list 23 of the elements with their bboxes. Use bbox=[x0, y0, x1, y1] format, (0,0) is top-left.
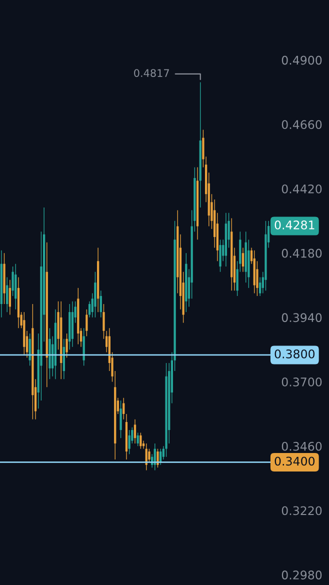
y-tick-label: 0.3220 bbox=[282, 506, 322, 516]
annotation: 0.4817 bbox=[134, 69, 169, 77]
candlestick bbox=[128, 430, 130, 455]
candlestick bbox=[219, 239, 222, 272]
candlestick bbox=[48, 328, 51, 380]
candlestick bbox=[86, 309, 88, 337]
candlestick bbox=[94, 272, 96, 318]
annotation: 0.4281 bbox=[274, 220, 314, 230]
ref-line-label: 0.3400 bbox=[274, 456, 315, 466]
y-tick-label: 0.4420 bbox=[282, 184, 322, 194]
ref-line-label: 0.3800 bbox=[274, 349, 315, 358]
y-tick-label: 0.4900 bbox=[282, 56, 322, 65]
candlestick bbox=[165, 362, 168, 458]
candlestick bbox=[66, 333, 68, 358]
y-tick-label: 0.4660 bbox=[282, 120, 322, 130]
candlestick bbox=[264, 220, 267, 291]
y-tick-label: 0.2980 bbox=[282, 570, 322, 580]
y-tick-label: 0.3460 bbox=[282, 442, 322, 451]
candlestick bbox=[3, 252, 6, 304]
candlestick bbox=[120, 400, 122, 438]
y-tick-label: 0.4180 bbox=[282, 248, 322, 258]
y-tick-label: 0.3700 bbox=[282, 378, 322, 386]
y-tick-label: 0.3940 bbox=[282, 313, 322, 322]
